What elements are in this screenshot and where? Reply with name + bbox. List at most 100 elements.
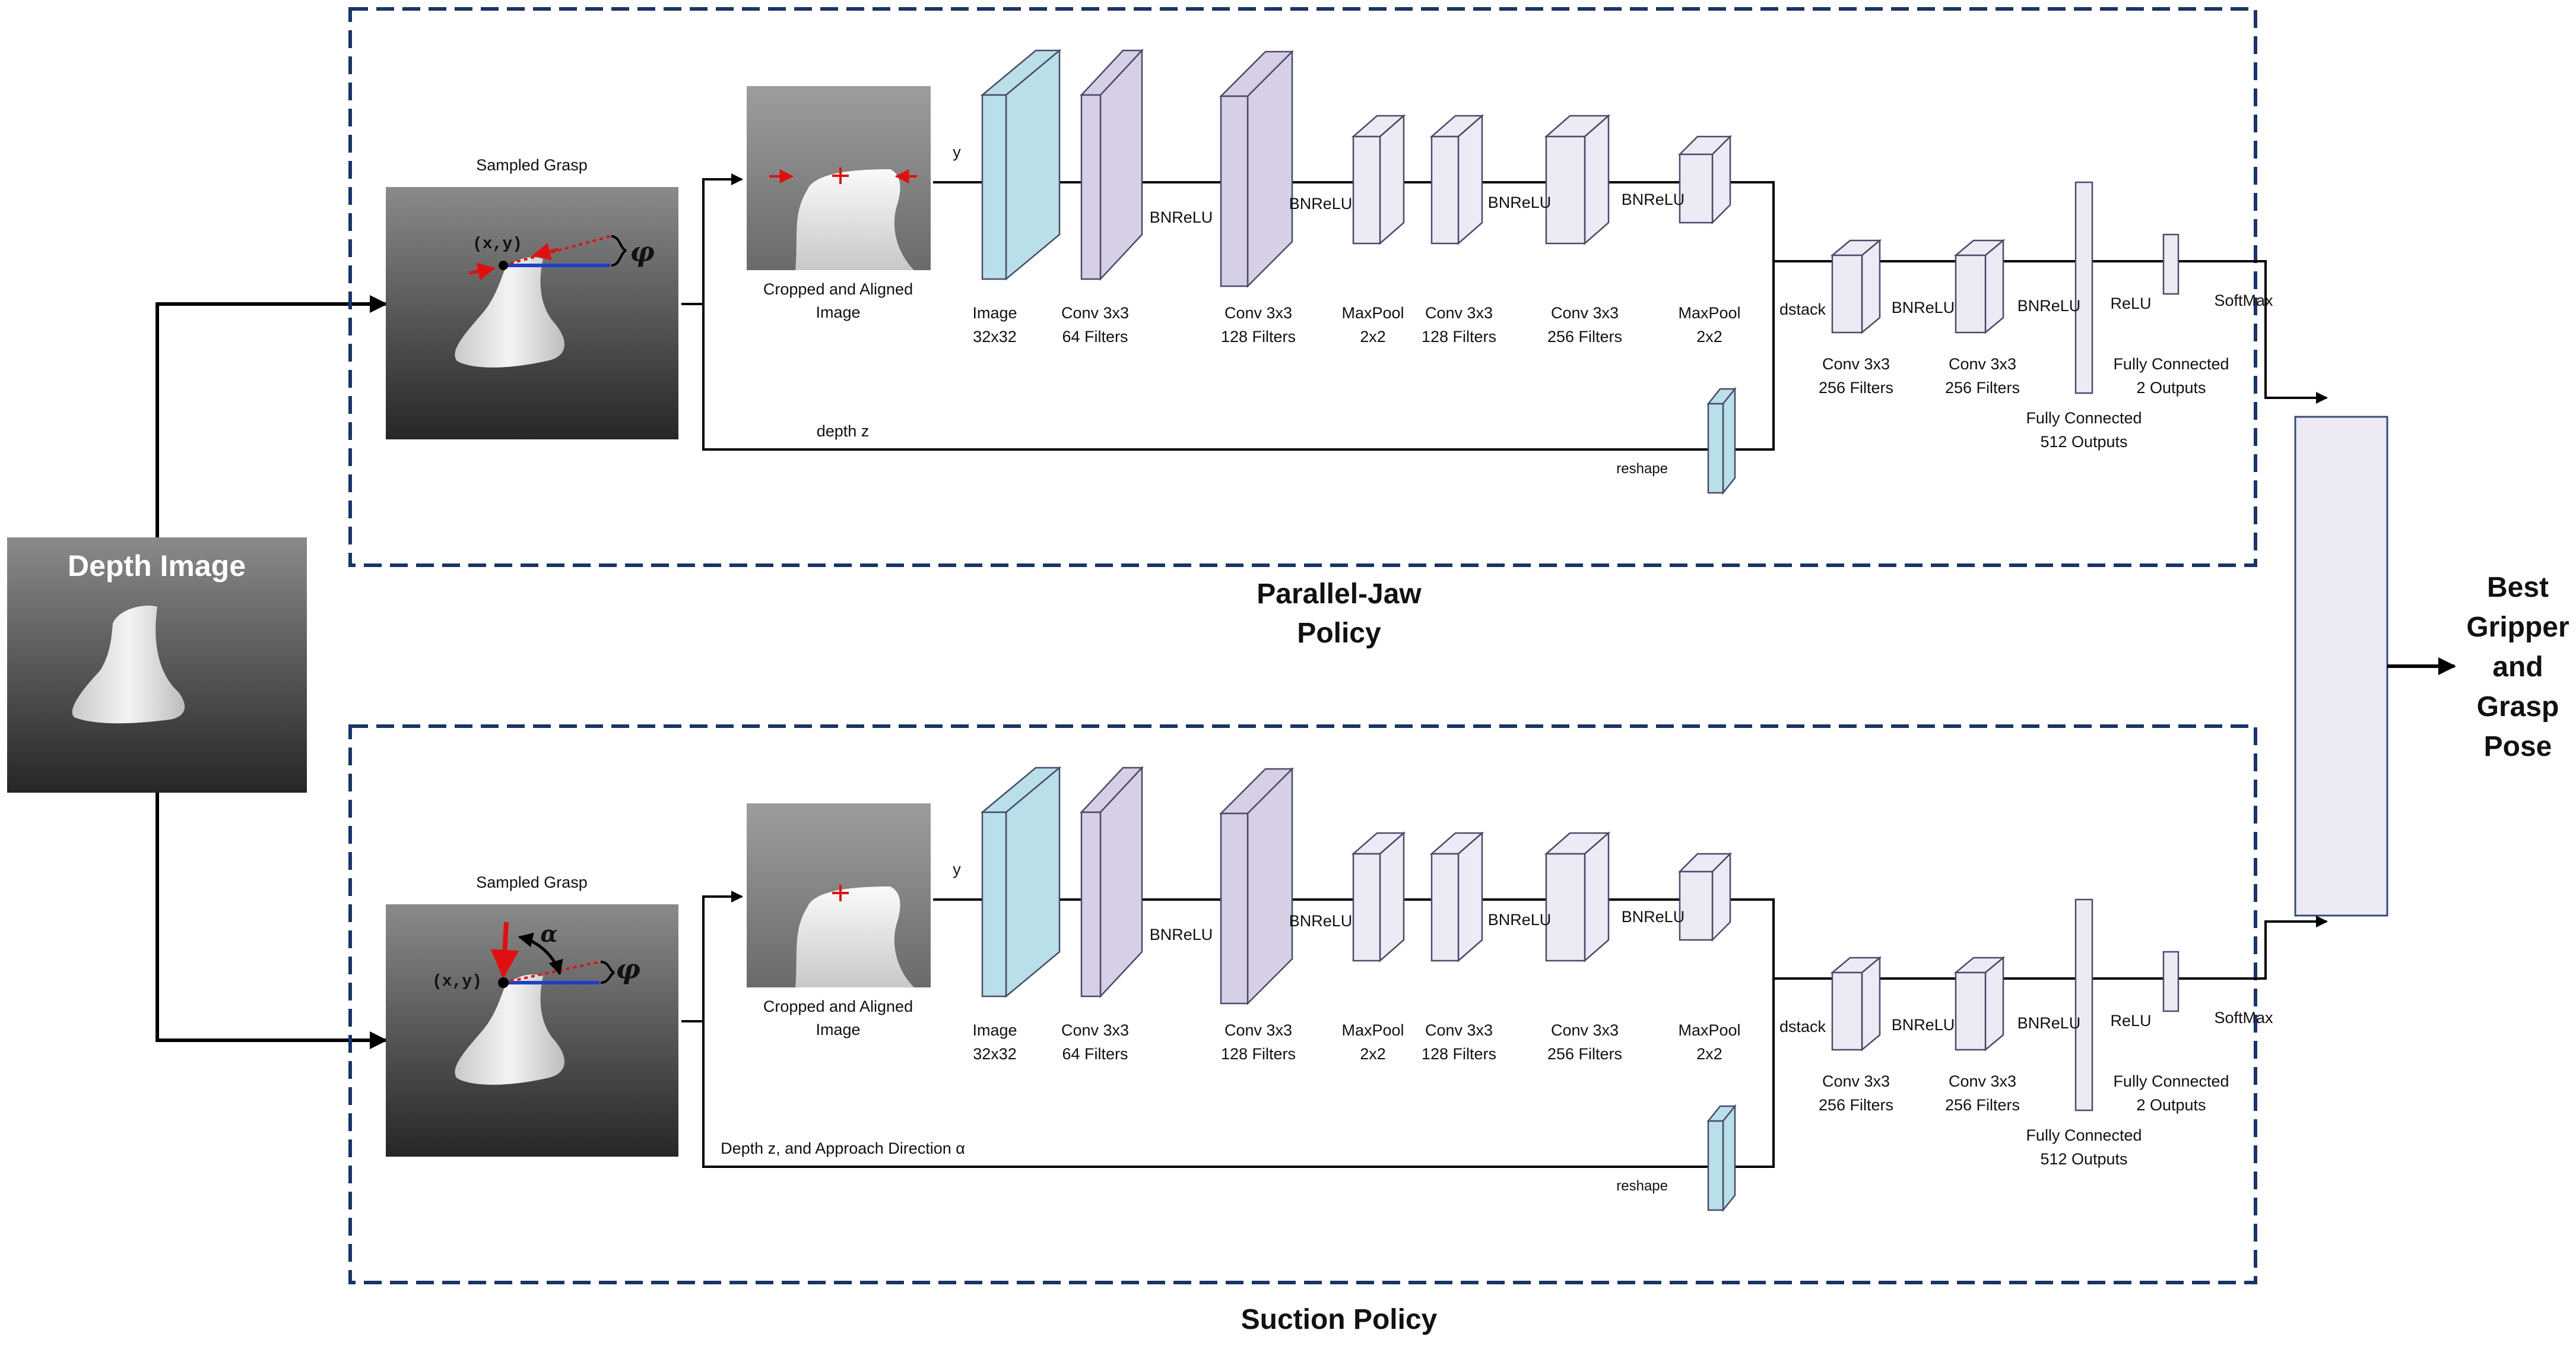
grasp-point — [499, 261, 508, 270]
cropped-object — [795, 886, 914, 987]
layer-4-label-line-1: 128 Filters — [1422, 328, 1496, 346]
reshape-label: reshape — [1616, 461, 1668, 477]
policy-title-line-1: Policy — [1297, 618, 1381, 649]
suction-policy: Suction Policy Sampled Grasp α (x,y) φ Croppe… — [348, 724, 2328, 1335]
layer-1-label-line-1: 64 Filters — [1062, 1045, 1128, 1063]
output-line-4: Pose — [2484, 731, 2552, 762]
dstack-label: dstack — [1779, 300, 1826, 318]
layer-2 — [1219, 49, 1295, 289]
layer-4-label-line-0: Conv 3x3 — [1425, 304, 1493, 322]
activation-label-2: BNReLU — [1488, 194, 1552, 211]
angle-bracket-icon — [600, 961, 615, 984]
grasped-object — [455, 257, 565, 368]
layer-2-label-line-1: 128 Filters — [1221, 1045, 1296, 1063]
layer-10-label-line-1: 2 Outputs — [2136, 1096, 2206, 1114]
layer-3-label-line-0: MaxPool — [1341, 304, 1404, 322]
output-block — [2294, 416, 2388, 917]
layer-6 — [1677, 851, 1733, 942]
activation-label-7: SoftMax — [2214, 292, 2273, 309]
layer-0-label-line-0: Image — [972, 304, 1017, 322]
layer-10-label-line-1: 2 Outputs — [2136, 379, 2206, 397]
layer-10-label-line-0: Fully Connected — [2113, 1072, 2229, 1090]
approach-angle-arc-icon — [518, 932, 563, 976]
layer-7 — [1830, 956, 1882, 1052]
layer-5-label-line-0: Conv 3x3 — [1551, 304, 1619, 322]
input-y-label: y — [953, 143, 961, 161]
activation-label-5: BNReLU — [2017, 1014, 2081, 1032]
layer-6-label-line-1: 2x2 — [1696, 328, 1722, 346]
output-line-1: Gripper — [2466, 612, 2569, 643]
layer-9-label-line-0: Fully Connected — [2026, 409, 2142, 427]
angle-bracket-icon — [611, 235, 627, 267]
layer-5-label-line-1: 256 Filters — [1547, 1045, 1622, 1063]
layer-9-label-line-1: 512 Outputs — [2040, 1150, 2127, 1168]
layer-8 — [1953, 956, 2006, 1052]
cropped-label-line-0: Cropped and Aligned — [763, 280, 913, 298]
layer-3 — [1351, 114, 1406, 245]
activation-label-4: BNReLU — [1892, 299, 1955, 316]
layer-1 — [1080, 48, 1144, 281]
output-line-3: Grasp — [2477, 691, 2559, 723]
layer-9 — [2074, 181, 2093, 394]
parallel-jaw-policy: Parallel-Jaw Policy Sampled Grasp (x,y) φ Cro… — [348, 7, 2328, 649]
layer-0-label-line-0: Image — [972, 1021, 1017, 1039]
layer-3-label-line-1: 2x2 — [1360, 1045, 1386, 1063]
fc-chain-wire — [1774, 916, 2328, 980]
layer-7-label-line-0: Conv 3x3 — [1822, 355, 1890, 373]
layer-8 — [1953, 239, 2006, 334]
layer-0 — [980, 49, 1062, 281]
layer-1 — [1080, 765, 1144, 999]
reshape-layer — [1706, 1104, 1737, 1212]
activation-label-6: ReLU — [2110, 1012, 2151, 1030]
layer-10-label-line-0: Fully Connected — [2113, 355, 2229, 373]
cropped-label-line-1: Image — [816, 1021, 860, 1038]
reshape-layer — [1706, 387, 1737, 495]
layer-1-label-line-0: Conv 3x3 — [1061, 1021, 1129, 1039]
activation-label-1: BNReLU — [1289, 195, 1353, 213]
layer-3-label-line-0: MaxPool — [1341, 1021, 1404, 1039]
activation-label-1: BNReLU — [1289, 912, 1353, 930]
layer-5-label-line-0: Conv 3x3 — [1551, 1021, 1619, 1039]
side-input-label: depth z — [817, 422, 870, 440]
grasp-point — [498, 977, 509, 988]
wire-side-branch — [702, 1021, 1708, 1168]
input-y-label: y — [953, 860, 961, 878]
dstack-label: dstack — [1779, 1018, 1826, 1036]
activation-label-0: BNReLU — [1150, 926, 1213, 943]
output-line-2: and — [2492, 651, 2543, 683]
cropped-label-line-1: Image — [816, 303, 860, 321]
activation-label-2: BNReLU — [1488, 911, 1552, 929]
layer-2-label-line-0: Conv 3x3 — [1224, 1021, 1292, 1039]
fc-chain-wire — [1774, 260, 2328, 404]
sampled-grasp-label: Sampled Grasp — [476, 156, 588, 174]
layer-9 — [2074, 898, 2093, 1112]
grasp-coordinate-label: (x,y) — [432, 973, 482, 991]
approach-arrow-icon — [490, 922, 519, 979]
layer-5 — [1544, 114, 1611, 245]
side-input-label: Depth z, and Approach Direction α — [721, 1139, 965, 1157]
output-label: Best Gripper and Grasp Pose — [2466, 572, 2569, 762]
layer-3-label-line-1: 2x2 — [1360, 328, 1386, 346]
layer-1-label-line-0: Conv 3x3 — [1061, 304, 1129, 322]
grasped-object — [455, 974, 565, 1085]
activation-label-4: BNReLU — [1892, 1016, 1955, 1034]
grasp-direction-line — [503, 961, 600, 984]
layer-6-label-line-0: MaxPool — [1678, 304, 1740, 322]
activation-label-0: BNReLU — [1150, 208, 1213, 226]
layer-10 — [2162, 951, 2180, 1012]
activation-label-6: ReLU — [2110, 295, 2151, 312]
jaw-arrow-left-icon — [468, 262, 496, 280]
layer-9-label-line-1: 512 Outputs — [2040, 433, 2127, 451]
layer-7 — [1830, 239, 1882, 334]
layer-8-label-line-1: 256 Filters — [1945, 1096, 2020, 1114]
activation-label-3: BNReLU — [1622, 908, 1685, 926]
approach-angle-label: α — [540, 920, 557, 947]
layer-4 — [1429, 114, 1484, 245]
policy-border — [348, 7, 2257, 567]
policy-title-line-0: Suction Policy — [1241, 1304, 1438, 1335]
layer-0 — [980, 766, 1062, 998]
layer-2-label-line-1: 128 Filters — [1221, 328, 1296, 346]
layer-7-label-line-0: Conv 3x3 — [1822, 1072, 1890, 1090]
layer-8-label-line-1: 256 Filters — [1945, 379, 2020, 397]
